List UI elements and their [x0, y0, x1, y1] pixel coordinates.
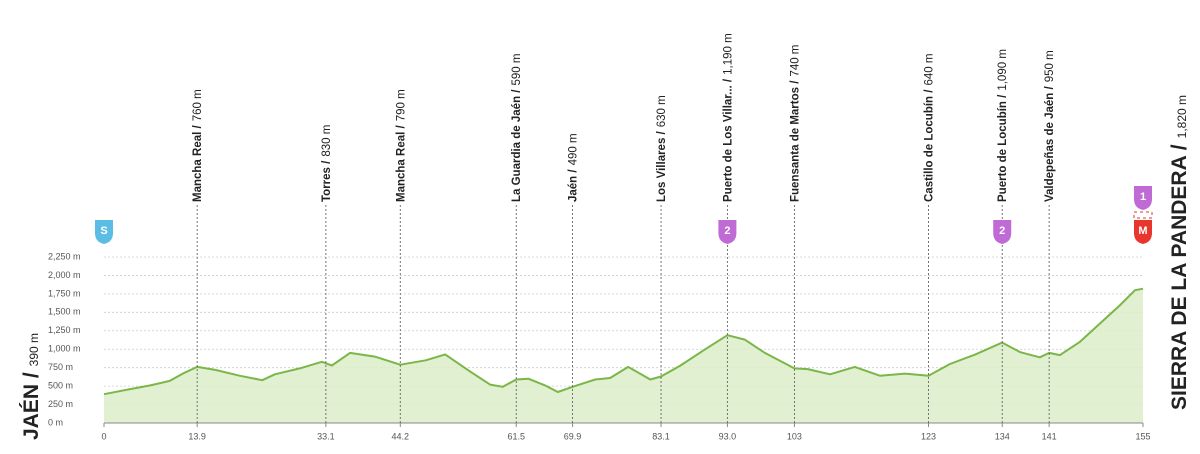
y-tick-label: 1,000 m: [48, 344, 81, 354]
x-tick-label: 44.2: [392, 431, 410, 441]
waypoint-name: Torres /: [321, 160, 333, 202]
x-tick-label: 141: [1042, 431, 1057, 441]
y-tick-label: 500 m: [48, 380, 73, 390]
marker-label: M: [1138, 225, 1147, 237]
waypoint-label: Fuensanta de Martos / 740 m: [789, 45, 801, 202]
finish-label: SIERRA DE LA PANDERA / 1,820 m: [1168, 95, 1191, 410]
y-tick-label: 750 m: [48, 362, 73, 372]
waypoint-elevation: 740 m: [789, 45, 801, 77]
waypoint-name: La Guardia de Jaén /: [511, 89, 523, 202]
waypoint-name: Fuensanta de Martos /: [789, 80, 801, 202]
x-tick-label: 134: [995, 431, 1010, 441]
waypoint-label: La Guardia de Jaén / 590 m: [511, 54, 523, 202]
marker-label: S: [100, 225, 107, 237]
y-tick-label: 1,250 m: [48, 325, 81, 335]
finish-name: SIERRA DE LA PANDERA /: [1168, 144, 1191, 410]
waypoint-name: Los Villares /: [656, 130, 668, 202]
waypoint-elevation: 830 m: [321, 125, 333, 157]
waypoint-elevation: 950 m: [1044, 50, 1056, 82]
y-tick-label: 250 m: [48, 399, 73, 409]
y-tick-label: 0 m: [48, 417, 63, 427]
marker-label: 2: [999, 225, 1005, 237]
waypoint-label: Mancha Real / 760 m: [192, 89, 204, 202]
x-tick-label: 103: [787, 431, 802, 441]
x-tick-label: 13.9: [188, 431, 206, 441]
start-label: JAÉN / 390 m: [20, 333, 43, 440]
y-tick-label: 1,750 m: [48, 288, 81, 298]
marker-label: 2: [724, 225, 730, 237]
waypoint-label: Puerto de Locubín / 1,090 m: [997, 49, 1009, 202]
x-tick-label: 0: [101, 431, 106, 441]
marker-badge: [993, 220, 1012, 244]
x-tick-label: 33.1: [317, 431, 335, 441]
y-tick-label: 2,250 m: [48, 251, 81, 261]
waypoint-name: Puerto de Los Villar... /: [722, 78, 734, 202]
waypoint-name: Jaén /: [568, 169, 580, 202]
marker-label: 1: [1140, 191, 1146, 203]
marker-badge: [1134, 186, 1152, 210]
waypoint-label: Jaén / 490 m: [568, 133, 580, 202]
x-tick-label: 123: [921, 431, 936, 441]
x-tick-label: 83.1: [652, 431, 670, 441]
waypoint-name: Mancha Real /: [192, 125, 204, 202]
waypoint-elevation: 1,190 m: [722, 33, 734, 75]
y-tick-label: 1,500 m: [48, 307, 81, 317]
waypoint-label: Los Villares / 630 m: [656, 95, 668, 202]
waypoint-elevation: 630 m: [656, 95, 668, 127]
marker-badge: [1134, 220, 1152, 244]
waypoint-label: Valdepeñas de Jaén / 950 m: [1044, 50, 1056, 202]
waypoint-name: Castillo de Locubín /: [923, 89, 935, 202]
x-tick-label: 93.0: [719, 431, 737, 441]
y-tick-label: 2,000 m: [48, 270, 81, 280]
start-elevation: 390 m: [27, 333, 41, 366]
waypoint-elevation: 1,090 m: [997, 49, 1009, 91]
waypoint-elevation: 590 m: [511, 54, 523, 86]
waypoint-label: Puerto de Los Villar... / 1,190 m: [722, 33, 734, 202]
waypoint-elevation: 490 m: [568, 133, 580, 165]
marker-badge: [95, 220, 113, 244]
marker-badge: [718, 220, 737, 244]
waypoint-name: Valdepeñas de Jaén /: [1044, 85, 1056, 202]
waypoint-name: Mancha Real /: [395, 125, 407, 202]
waypoint-elevation: 790 m: [395, 89, 407, 121]
waypoint-label: Mancha Real / 790 m: [395, 89, 407, 202]
waypoint-label: Torres / 830 m: [321, 125, 333, 202]
waypoint-name: Puerto de Locubín /: [997, 94, 1009, 202]
finish-flag: [1133, 211, 1153, 219]
start-name: JAÉN /: [20, 372, 43, 440]
x-tick-label: 61.5: [507, 431, 525, 441]
waypoint-elevation: 760 m: [192, 89, 204, 121]
waypoint-elevation: 640 m: [923, 54, 935, 86]
elevation-area: [104, 288, 1143, 423]
x-tick-label: 69.9: [564, 431, 582, 441]
finish-elevation: 1,820 m: [1175, 95, 1189, 138]
waypoint-label: Castillo de Locubín / 640 m: [923, 54, 935, 202]
x-tick-label: 155: [1135, 431, 1150, 441]
